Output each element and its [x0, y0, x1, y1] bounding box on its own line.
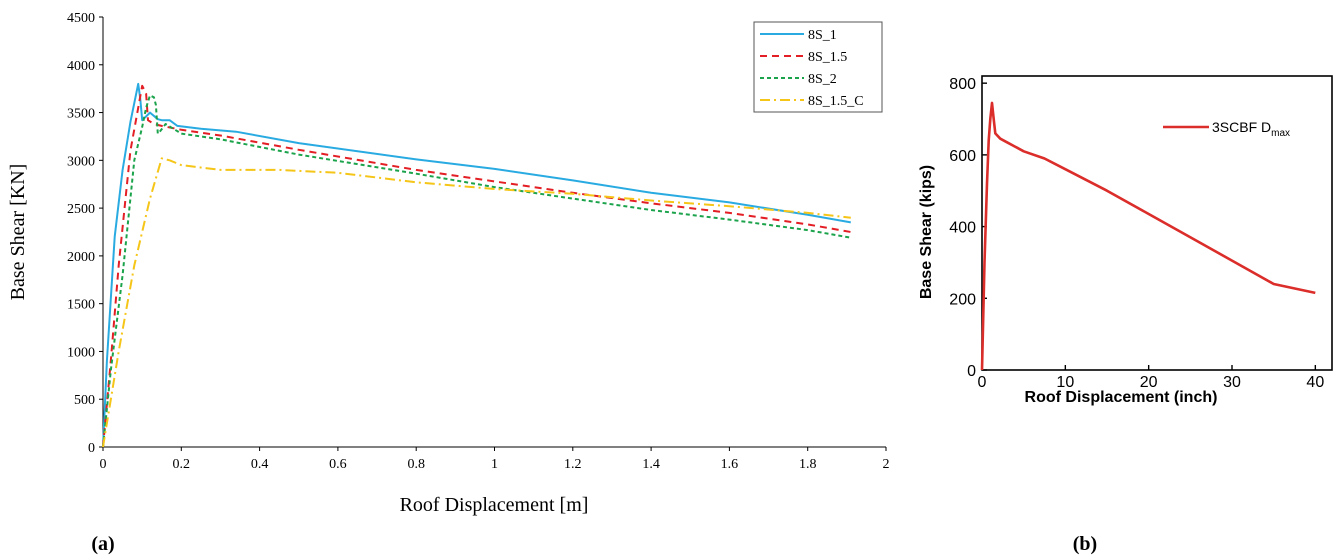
x-tick-label: 0.2	[173, 457, 191, 472]
axis-ticks: 0 200 400 600 800 0 10 20 30 40	[949, 76, 1324, 391]
legend-box	[753, 21, 883, 113]
y-tick-label: 3000	[67, 154, 95, 169]
plot-frame	[981, 75, 1333, 371]
y-tick-label: 200	[949, 291, 976, 308]
panel-label-a: (a)	[91, 533, 114, 555]
series-lines	[980, 101, 1316, 371]
y-axis-label: Base Shear (kips)	[918, 165, 935, 299]
x-tick-label: 0.8	[407, 457, 425, 472]
y-tick-label: 4500	[67, 11, 95, 26]
x-tick-label: 0.4	[251, 457, 269, 472]
x-tick-label: 0	[100, 457, 107, 472]
x-tick-label: 0.6	[329, 457, 347, 472]
y-tick-label: 400	[949, 220, 976, 237]
legend-label-8s-1-5-c: 8S_1.5_C	[808, 94, 864, 109]
y-tick-label: 4000	[67, 59, 95, 74]
x-tick-label: 10	[1056, 374, 1074, 391]
x-tick-label: 2	[883, 457, 890, 472]
legend-label-8s-1-5: 8S_1.5	[808, 50, 847, 65]
y-tick-label: 500	[74, 393, 95, 408]
x-tick-label: 1.2	[564, 457, 582, 472]
series-line-8s-1-5-c	[102, 157, 851, 448]
legend-label-8s-1: 8S_1	[808, 28, 837, 43]
series-line-3scbf-dmax	[980, 101, 1316, 371]
legend: 8S_1 8S_1.5 8S_2 8S_1.5_C	[753, 21, 883, 113]
legend-label-8s-2: 8S_2	[808, 72, 837, 87]
chart-panel-a: 0 500 1000 1500 2000 2500 3000 3500 4000 4500 0 0.2…	[7, 11, 890, 555]
y-tick-label: 600	[949, 148, 976, 165]
y-tick-label: 2000	[67, 250, 95, 265]
y-tick-label: 3500	[67, 107, 95, 122]
y-tick-label: 0	[88, 441, 95, 456]
y-tick-label: 2500	[67, 202, 95, 217]
x-axis-label: Roof Displacement [m]	[400, 494, 589, 516]
chart-panel-b: 0 200 400 600 800 0 10 20 30 40 Base Shear (kips)…	[918, 75, 1333, 555]
x-tick-label: 1.8	[799, 457, 817, 472]
y-tick-label: 0	[967, 363, 976, 380]
axis-ticks: 0 500 1000 1500 2000 2500 3000 3500 4000 4500 0 0.2…	[67, 11, 890, 472]
series-line-8s-1-5	[102, 84, 851, 448]
x-tick-label: 1.6	[721, 457, 739, 472]
y-axis-label: Base Shear [KN]	[7, 164, 29, 301]
series-line-8s-2	[102, 94, 851, 448]
legend: 3SCBF Dmax	[1163, 119, 1290, 139]
x-axis-label: Roof Displacement (inch)	[1025, 389, 1218, 406]
x-tick-label: 1	[491, 457, 498, 472]
x-tick-label: 40	[1306, 374, 1324, 391]
y-tick-label: 1500	[67, 298, 95, 313]
y-tick-label: 800	[949, 76, 976, 93]
x-tick-label: 30	[1223, 374, 1241, 391]
x-tick-label: 0	[978, 374, 987, 391]
x-tick-label: 1.4	[642, 457, 660, 472]
y-tick-label: 1000	[67, 345, 95, 360]
legend-label-3scbf: 3SCBF Dmax	[1212, 119, 1290, 139]
x-tick-label: 20	[1140, 374, 1158, 391]
series-lines	[102, 82, 851, 448]
series-line-8s-1	[102, 82, 851, 448]
panel-label-b: (b)	[1073, 533, 1097, 555]
